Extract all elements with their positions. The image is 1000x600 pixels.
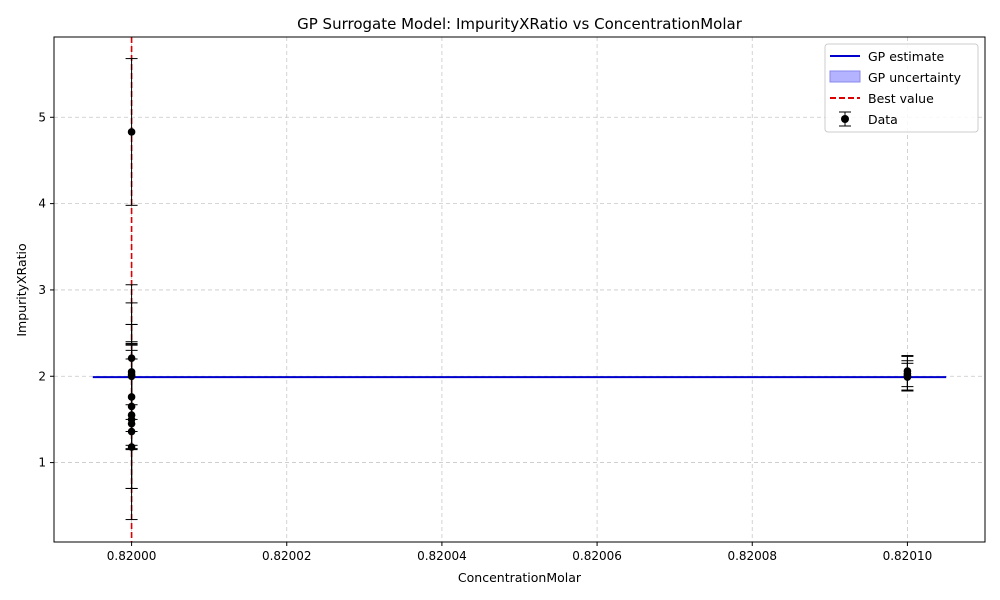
legend-gp-uncertainty-swatch (829, 70, 861, 83)
y-axis-label: ImpurityXRatio (14, 243, 29, 336)
x-axis-label: ConcentrationMolar (458, 570, 582, 585)
legend: GP estimate GP uncertainty Best value Da… (824, 43, 979, 133)
data-point (125, 443, 138, 451)
legend-data-swatch (839, 111, 851, 127)
chart-title: GP Surrogate Model: ImpurityXRatio vs Co… (297, 15, 743, 33)
y-tick-label: 3 (38, 283, 46, 297)
legend-data-label: Data (868, 112, 898, 127)
data-point (125, 342, 138, 521)
data-marker (903, 373, 912, 381)
y-tick-label: 5 (38, 110, 46, 124)
plot-data (92, 37, 947, 542)
data-point (125, 58, 138, 206)
legend-box (824, 43, 979, 133)
data-point (901, 362, 914, 392)
data-marker (127, 443, 136, 451)
x-tick-label: 0.82008 (727, 549, 777, 563)
y-tick-label: 2 (38, 369, 46, 383)
y-tick-label: 1 (38, 456, 46, 470)
x-tick-label: 0.82000 (107, 549, 157, 563)
legend-best-value-label: Best value (868, 91, 934, 106)
legend-gp-estimate-label: GP estimate (868, 49, 945, 64)
legend-gp-uncertainty-label: GP uncertainty (868, 70, 962, 85)
x-tick-label: 0.82010 (883, 549, 933, 563)
axis-ticks: 0.82000 0.82002 0.82004 0.82006 0.82008 0.820… (38, 110, 932, 563)
x-tick-label: 0.82004 (417, 549, 467, 563)
y-tick-label: 4 (38, 197, 46, 211)
x-tick-label: 0.82006 (572, 549, 622, 563)
data-marker (127, 427, 136, 436)
x-tick-label: 0.82002 (262, 549, 312, 563)
data-marker (127, 128, 136, 136)
